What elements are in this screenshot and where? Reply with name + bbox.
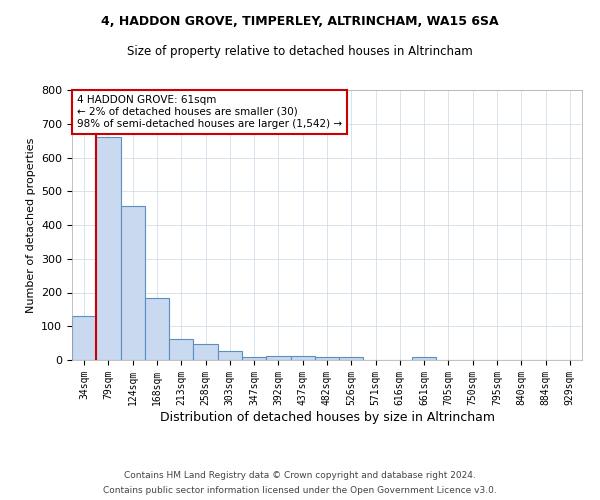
Bar xyxy=(290,356,315,360)
Bar xyxy=(315,358,339,360)
Text: Size of property relative to detached houses in Altrincham: Size of property relative to detached ho… xyxy=(127,45,473,58)
Text: 4, HADDON GROVE, TIMPERLEY, ALTRINCHAM, WA15 6SA: 4, HADDON GROVE, TIMPERLEY, ALTRINCHAM, … xyxy=(101,15,499,28)
Bar xyxy=(169,339,193,360)
Bar xyxy=(96,137,121,360)
X-axis label: Distribution of detached houses by size in Altrincham: Distribution of detached houses by size … xyxy=(160,410,494,424)
Bar xyxy=(72,316,96,360)
Bar xyxy=(121,206,145,360)
Bar xyxy=(193,344,218,360)
Text: 4 HADDON GROVE: 61sqm
← 2% of detached houses are smaller (30)
98% of semi-detac: 4 HADDON GROVE: 61sqm ← 2% of detached h… xyxy=(77,96,342,128)
Y-axis label: Number of detached properties: Number of detached properties xyxy=(26,138,35,312)
Bar xyxy=(242,356,266,360)
Text: Contains public sector information licensed under the Open Government Licence v3: Contains public sector information licen… xyxy=(103,486,497,495)
Bar xyxy=(339,358,364,360)
Bar xyxy=(266,356,290,360)
Text: Contains HM Land Registry data © Crown copyright and database right 2024.: Contains HM Land Registry data © Crown c… xyxy=(124,471,476,480)
Bar xyxy=(145,298,169,360)
Bar xyxy=(218,350,242,360)
Bar xyxy=(412,358,436,360)
